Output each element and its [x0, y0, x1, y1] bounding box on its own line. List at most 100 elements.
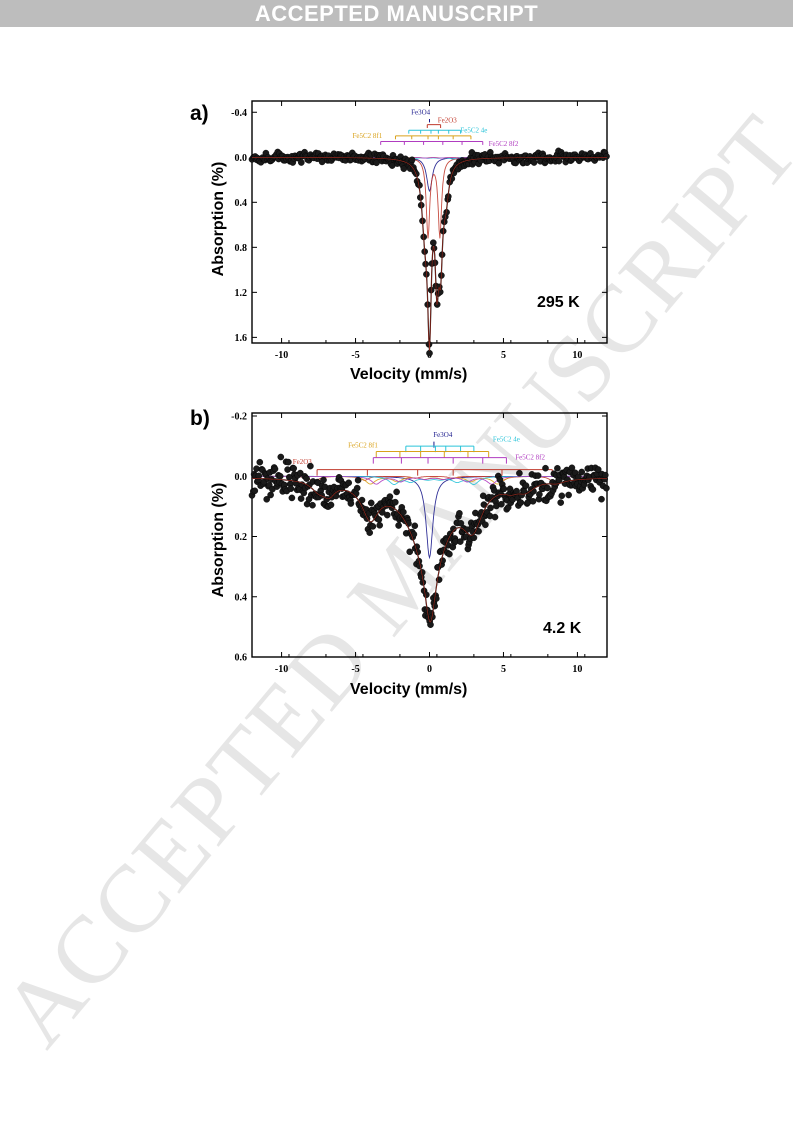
data-point [547, 157, 555, 165]
data-point [369, 158, 376, 166]
y-tick-label: 0.6 [235, 653, 248, 664]
data-point [536, 153, 543, 160]
data-point [440, 546, 448, 554]
x-tick-label: 0 [427, 350, 432, 361]
data-point [325, 152, 332, 159]
data-point [508, 155, 516, 162]
data-point [355, 157, 363, 164]
data-point [317, 153, 325, 160]
data-point [352, 490, 360, 497]
data-point [589, 154, 596, 162]
data-point [410, 164, 417, 171]
data-point [554, 464, 561, 472]
data-point [347, 500, 355, 507]
data-point [438, 561, 445, 568]
stick-label: Fe5C2 8f1 [353, 132, 383, 140]
data-point [378, 507, 385, 515]
data-point [465, 538, 473, 546]
data-point [476, 511, 484, 519]
data-point [518, 153, 525, 161]
data-point [270, 153, 278, 161]
data-point [426, 349, 433, 357]
data-point [335, 476, 343, 483]
data-point [538, 485, 546, 493]
data-point [495, 489, 503, 497]
data-point [404, 517, 412, 524]
data-point [447, 534, 455, 542]
component-curve [252, 156, 607, 239]
data-point [334, 484, 342, 492]
data-point [336, 484, 344, 492]
data-point [340, 153, 348, 161]
data-point [462, 533, 470, 540]
data-point [570, 151, 578, 159]
data-point [450, 525, 457, 533]
y-tick-label: 0.4 [235, 198, 248, 209]
data-point [467, 519, 475, 527]
data-point [486, 157, 493, 164]
data-point [576, 483, 584, 490]
data-point [544, 484, 551, 492]
data-point [328, 493, 336, 501]
data-point [310, 154, 318, 162]
data-point [421, 248, 429, 255]
data-point [367, 521, 374, 529]
data-point [587, 149, 594, 157]
data-point [557, 148, 565, 156]
data-point [261, 470, 269, 477]
data-point [339, 156, 347, 164]
data-point [590, 153, 597, 161]
fit-overlay-line [251, 477, 608, 623]
data-point [286, 480, 294, 488]
data-point [399, 514, 407, 522]
data-point [521, 488, 528, 495]
data-point [562, 468, 569, 475]
data-point [516, 469, 523, 477]
data-point [603, 484, 610, 492]
data-point [259, 154, 266, 161]
data-point [302, 152, 310, 159]
data-point [492, 498, 499, 505]
data-point [588, 154, 595, 162]
data-point [458, 157, 466, 164]
data-point [555, 147, 562, 155]
data-point [489, 483, 497, 491]
data-point [304, 482, 312, 490]
data-point [280, 156, 288, 164]
data-point [383, 154, 391, 162]
data-point [548, 155, 556, 163]
data-point [313, 155, 321, 162]
data-point [356, 502, 363, 509]
data-point [583, 472, 591, 480]
data-point [338, 485, 346, 492]
y-tick-label: 0.4 [235, 592, 248, 603]
data-point [310, 492, 318, 500]
data-point [483, 508, 491, 516]
data-point [361, 512, 369, 519]
data-point [499, 154, 507, 162]
data-point [429, 613, 436, 621]
data-point [356, 154, 363, 161]
data-point [495, 159, 503, 167]
data-point [437, 547, 445, 555]
data-point [358, 496, 366, 504]
data-point [582, 476, 589, 484]
data-point [463, 526, 471, 534]
data-point [543, 155, 550, 162]
stick-label: Fe2O3 [438, 116, 458, 124]
data-point [455, 513, 462, 520]
data-point [285, 154, 293, 162]
data-point [487, 504, 494, 512]
data-point [474, 521, 482, 528]
data-point [248, 492, 256, 499]
data-point [269, 156, 276, 163]
data-point [479, 492, 487, 500]
data-point [552, 157, 559, 165]
data-point [321, 483, 329, 491]
data-point [269, 485, 276, 493]
data-point [382, 157, 390, 165]
data-point [389, 151, 397, 159]
data-point [281, 157, 289, 164]
data-point [379, 151, 387, 158]
data-point [438, 251, 446, 258]
